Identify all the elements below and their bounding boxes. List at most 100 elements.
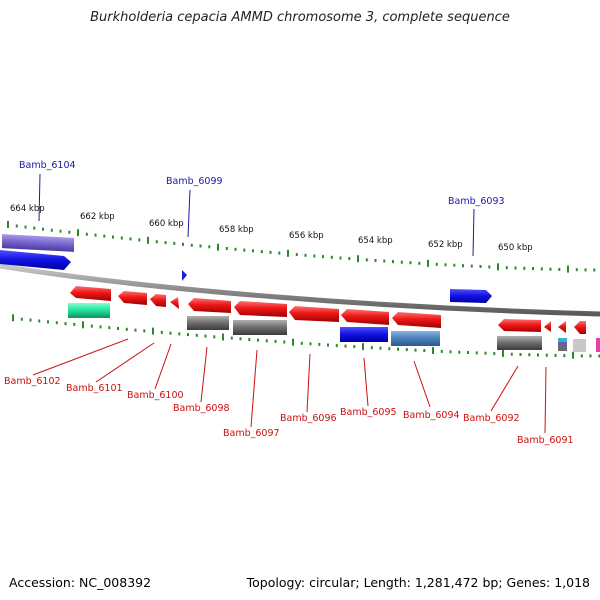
- gene-label-bamb-6104[interactable]: Bamb_6104: [19, 160, 76, 171]
- gene-feature[interactable]: [68, 303, 110, 318]
- minor-tick: [94, 233, 97, 237]
- minor-tick: [59, 229, 62, 233]
- minor-tick: [195, 333, 198, 337]
- minor-tick: [374, 259, 377, 262]
- major-tick: [222, 333, 224, 341]
- gene-label-bamb-6097[interactable]: Bamb_6097: [223, 428, 280, 439]
- gene-feature[interactable]: [574, 321, 586, 334]
- scale-label: 652 kbp: [428, 240, 463, 250]
- minor-tick: [138, 238, 141, 242]
- gene-feature[interactable]: [544, 321, 551, 332]
- gene-bamb-6104[interactable]: [2, 234, 74, 252]
- gene-bamb-6100[interactable]: [150, 294, 166, 307]
- minor-tick: [584, 268, 587, 272]
- scale-label: 654 kbp: [358, 236, 393, 246]
- gene-feature[interactable]: [573, 339, 586, 352]
- gene-bamb-6095[interactable]: [340, 327, 388, 342]
- minor-tick: [300, 341, 303, 345]
- minor-tick: [155, 240, 158, 244]
- minor-tick: [20, 317, 23, 321]
- gene-feature[interactable]: [0, 250, 71, 270]
- gene-label-bamb-6094[interactable]: Bamb_6094: [403, 410, 460, 421]
- minor-tick: [257, 338, 259, 342]
- gene-feature[interactable]: [498, 319, 541, 332]
- gene-label-bamb-6096[interactable]: Bamb_6096: [280, 413, 337, 424]
- gene-bamb-6093[interactable]: [450, 289, 492, 303]
- minor-tick: [370, 346, 373, 350]
- scale-label: 656 kbp: [289, 231, 324, 241]
- minor-tick: [335, 344, 338, 348]
- minor-tick: [295, 253, 298, 257]
- gene-bamb-6099[interactable]: [182, 270, 187, 281]
- gene-bamb-6091[interactable]: [558, 338, 567, 342]
- gene-feature[interactable]: [341, 309, 389, 325]
- minor-tick: [444, 263, 447, 267]
- minor-tick: [545, 353, 548, 357]
- gene-bamb-6102[interactable]: [70, 286, 111, 301]
- gene-label-bamb-6101[interactable]: Bamb_6101: [66, 383, 123, 394]
- gene-bamb-6101[interactable]: [118, 291, 147, 305]
- features-lower: [68, 286, 600, 352]
- minor-tick: [532, 267, 534, 271]
- gene-bamb-6097[interactable]: [234, 301, 287, 317]
- gene-label-bamb-6095[interactable]: Bamb_6095: [340, 407, 397, 418]
- minor-tick: [318, 342, 321, 346]
- gene-bamb-6092[interactable]: [497, 336, 542, 350]
- gene-bamb-6094[interactable]: [391, 331, 440, 346]
- gene-feature[interactable]: [596, 338, 600, 352]
- gene-feature[interactable]: [392, 312, 441, 328]
- major-tick: [567, 265, 569, 273]
- minor-tick: [274, 339, 277, 343]
- minor-tick: [283, 340, 286, 344]
- gene-feature[interactable]: [187, 316, 229, 330]
- minor-tick: [348, 257, 351, 261]
- minor-tick: [173, 241, 176, 245]
- minor-tick: [488, 265, 491, 269]
- minor-tick: [29, 318, 32, 322]
- gene-feature[interactable]: [558, 342, 567, 346]
- minor-tick: [199, 244, 202, 248]
- minor-tick: [90, 324, 93, 328]
- minor-tick: [190, 243, 193, 247]
- gene-label-bamb-6091[interactable]: Bamb_6091: [517, 435, 574, 446]
- minor-tick: [103, 234, 106, 238]
- gene-label-bamb-6100[interactable]: Bamb_6100: [127, 390, 184, 401]
- gene-label-bamb-6099[interactable]: Bamb_6099: [166, 176, 223, 187]
- minor-tick: [593, 268, 596, 272]
- minor-tick: [414, 348, 417, 352]
- minor-tick: [117, 327, 119, 330]
- minor-tick: [164, 241, 167, 245]
- minor-tick: [397, 347, 399, 351]
- minor-tick: [514, 266, 517, 270]
- gene-feature[interactable]: [233, 320, 287, 335]
- gene-bamb-6096[interactable]: [289, 306, 339, 322]
- scale-label: 650 kbp: [498, 243, 533, 253]
- minor-tick: [120, 236, 123, 240]
- minor-tick: [309, 342, 312, 346]
- leader-line: [544, 366, 547, 434]
- minor-tick: [304, 253, 307, 257]
- gene-feature[interactable]: [170, 297, 179, 309]
- minor-tick: [365, 258, 368, 262]
- minor-tick: [388, 347, 391, 351]
- gene-label-bamb-6098[interactable]: Bamb_6098: [173, 403, 230, 414]
- minor-tick: [344, 344, 347, 348]
- gene-label-bamb-6102[interactable]: Bamb_6102: [4, 376, 61, 387]
- leader-line: [200, 346, 208, 403]
- gene-label-bamb-6092[interactable]: Bamb_6092: [463, 413, 520, 424]
- leader-line: [32, 338, 129, 376]
- chromosome-backbone: [0, 263, 600, 317]
- minor-tick: [458, 350, 461, 354]
- features-upper: [0, 234, 492, 303]
- gene-feature[interactable]: [558, 321, 566, 333]
- leader-line: [490, 365, 519, 412]
- gene-bamb-6098[interactable]: [188, 298, 231, 313]
- minor-tick: [418, 261, 421, 265]
- minor-tick: [15, 224, 18, 228]
- gene-label-bamb-6093[interactable]: Bamb_6093: [448, 196, 505, 207]
- gene-feature[interactable]: [558, 346, 567, 351]
- minor-tick: [143, 329, 146, 333]
- scale-ticks-upper: [7, 221, 596, 273]
- leader-line: [363, 357, 369, 407]
